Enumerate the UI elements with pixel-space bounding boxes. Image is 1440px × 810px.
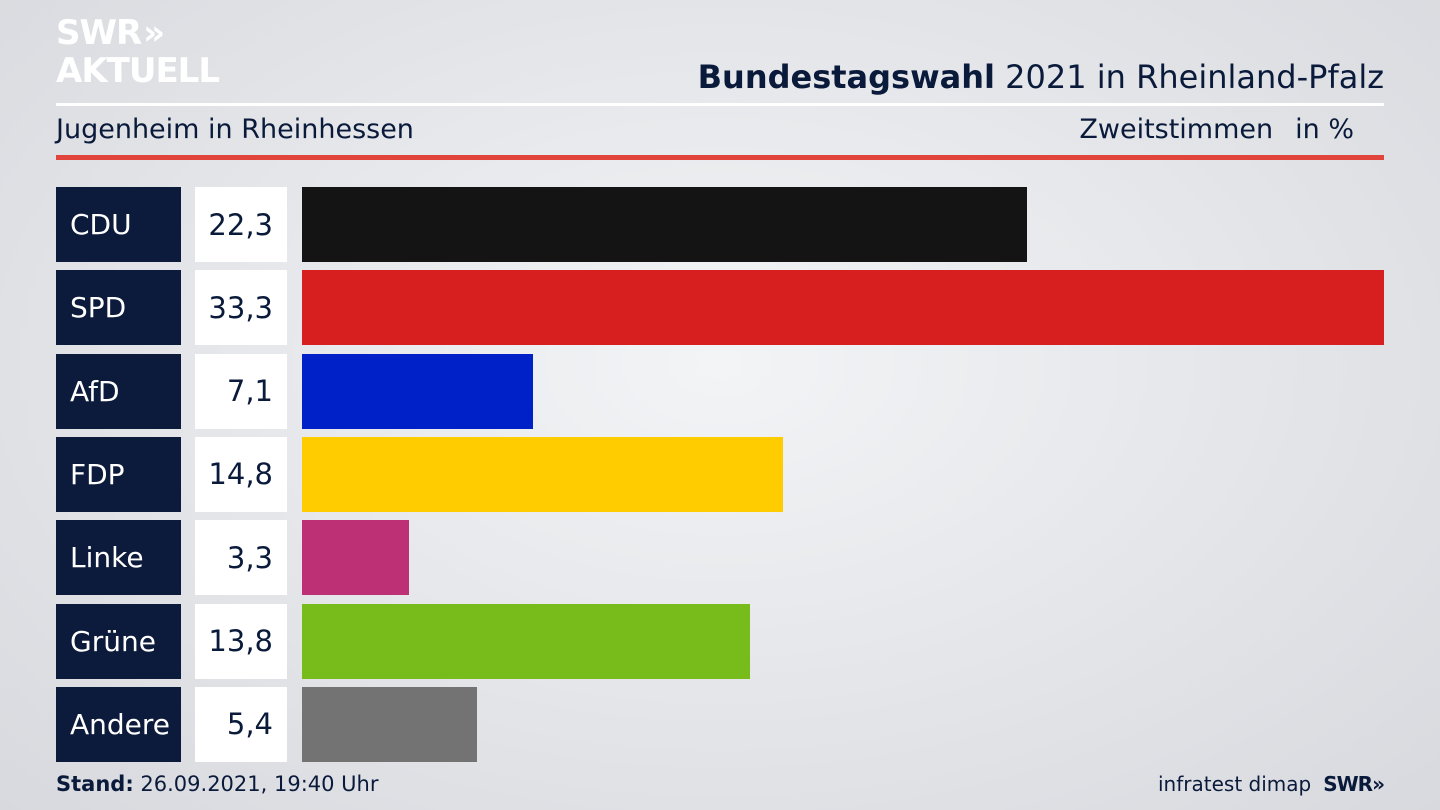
- bar-row-cdu: CDU 22,3: [56, 187, 1384, 262]
- swr-aktuell-logo: SWR» AKTUELL: [56, 13, 220, 91]
- value-label: 33,3: [195, 270, 287, 346]
- value-label: 5,4: [195, 686, 287, 762]
- header-divider: [56, 103, 1384, 106]
- bar-row-grüne: Grüne 13,8: [56, 603, 1384, 679]
- value-label: 13,8: [195, 603, 287, 679]
- title-rest: 2021 in Rheinland-Pfalz: [995, 58, 1384, 96]
- stand-value: 26.09.2021, 19:40 Uhr: [133, 772, 379, 796]
- bar-spd: [302, 270, 1384, 346]
- party-label: Grüne: [56, 603, 181, 679]
- party-label: SPD: [56, 270, 181, 346]
- bar-row-andere: Andere 5,4: [56, 686, 1384, 762]
- vote-type-label: Zweitstimmen: [1079, 114, 1274, 145]
- party-label: Andere: [56, 686, 181, 762]
- timestamp: Stand: 26.09.2021, 19:40 Uhr: [56, 772, 379, 796]
- bar-grüne: [302, 603, 751, 679]
- chart-title: Bundestagswahl 2021 in Rheinland-Pfalz: [698, 58, 1384, 96]
- value-label: 14,8: [195, 436, 287, 512]
- source-credit: infratest dimap SWR»: [1158, 772, 1385, 796]
- swr-footer-logo: SWR»: [1323, 772, 1385, 796]
- bar-andere: [302, 686, 478, 762]
- region-subtitle: Jugenheim in Rheinhessen: [56, 114, 414, 145]
- source-label: infratest dimap: [1158, 772, 1312, 796]
- value-label: 7,1: [195, 353, 287, 429]
- unit-label: Zweitstimmen in %: [1079, 114, 1354, 145]
- logo-aktuell-text: AKTUELL: [56, 51, 220, 91]
- bar-linke: [302, 520, 410, 596]
- bar-fdp: [302, 436, 783, 512]
- logo-swr-text: SWR: [56, 13, 142, 53]
- bar-afd: [302, 353, 533, 429]
- percent-unit-label: in %: [1295, 114, 1354, 145]
- bar-row-fdp: FDP 14,8: [56, 436, 1384, 512]
- stand-label: Stand:: [56, 772, 134, 796]
- bar-row-linke: Linke 3,3: [56, 520, 1384, 596]
- subtitle-divider: [56, 155, 1384, 160]
- bar-row-afd: AfD 7,1: [56, 353, 1384, 429]
- bar-cdu: [302, 187, 1027, 262]
- value-label: 22,3: [195, 187, 287, 262]
- party-label: FDP: [56, 436, 181, 512]
- value-label: 3,3: [195, 520, 287, 596]
- title-bold: Bundestagswahl: [697, 58, 995, 96]
- party-label: CDU: [56, 187, 181, 262]
- party-label: Linke: [56, 520, 181, 596]
- bar-row-spd: SPD 33,3: [56, 270, 1384, 346]
- party-label: AfD: [56, 353, 181, 429]
